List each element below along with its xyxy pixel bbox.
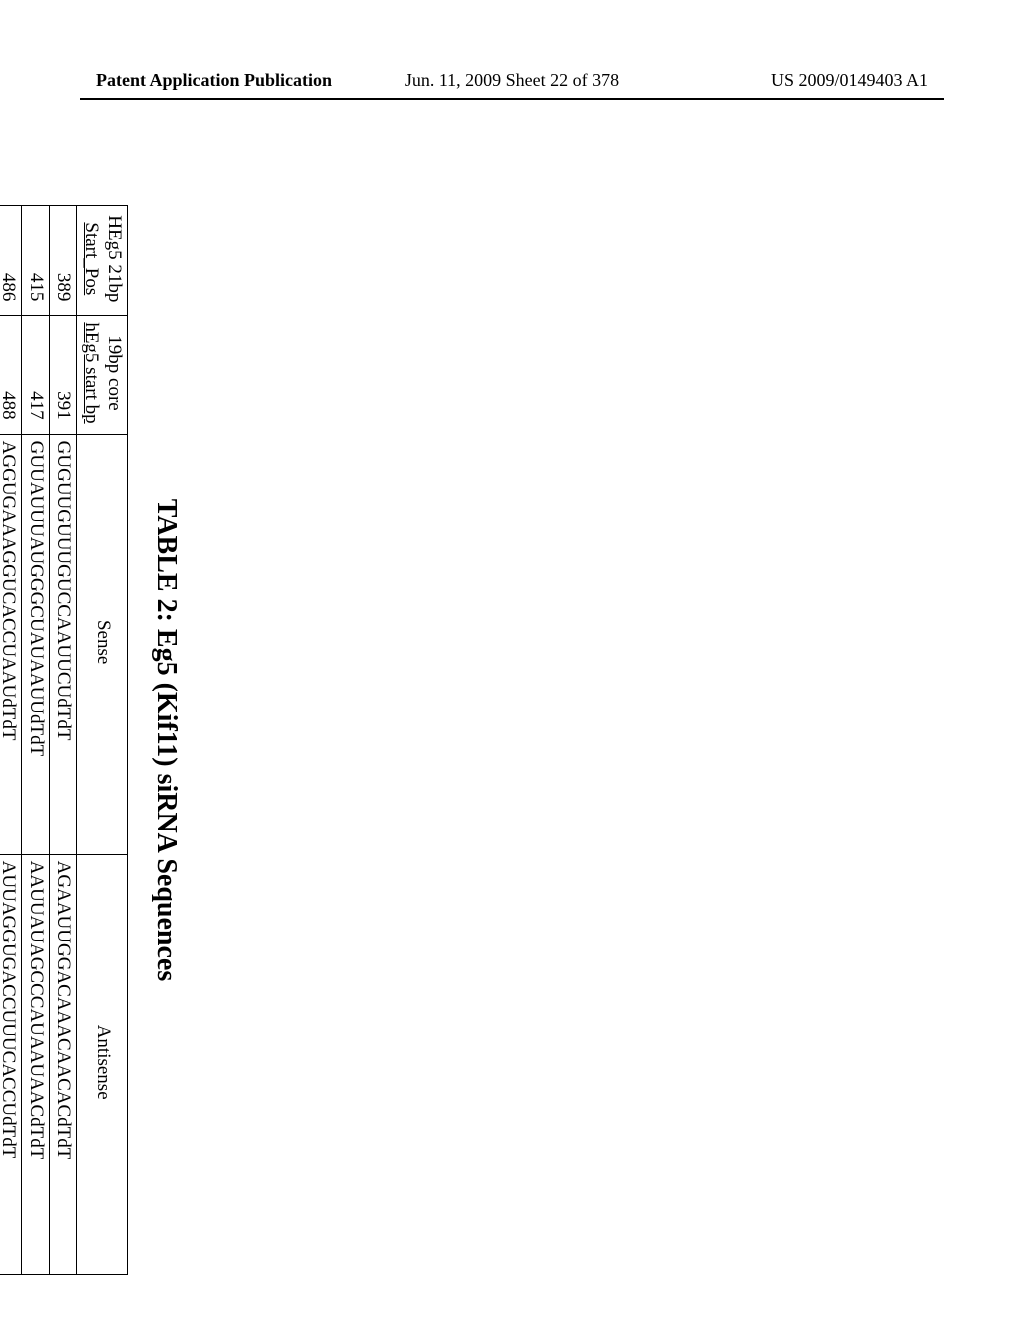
cell-start-pos: 415 bbox=[21, 206, 49, 316]
header-left: Patent Application Publication bbox=[96, 70, 332, 91]
table-row: 415417GUUAUUUAUGGGCUAUAAUUdTdTAAUUAUAGCC… bbox=[21, 206, 49, 1274]
cell-sense: GUGUUGUUUGUCCAAUUCUdTdT bbox=[49, 434, 77, 854]
table-header-row: HEg5 21bp Start_Pos 19bp core hEg5 start… bbox=[77, 206, 128, 1274]
sequence-table: HEg5 21bp Start_Pos 19bp core hEg5 start… bbox=[0, 205, 128, 1274]
cell-antisense: AAUUAUAGCCCAUAAUAACdTdT bbox=[21, 854, 49, 1274]
table-row: 486488AGGUGAAAGGUCACCUAAUdTdTAUUAGGUGACC… bbox=[0, 206, 21, 1274]
table-title: TABLE 2: Eg5 (Kif11) siRNA Sequences bbox=[150, 180, 182, 1300]
cell-sense: GUUAUUUAUGGGCUAUAAUUdTdT bbox=[21, 434, 49, 854]
table-row: 389391GUGUUGUUUGUCCAAUUCUdTdTAGAAUUGGACA… bbox=[49, 206, 77, 1274]
cell-sense: AGGUGAAAGGUCACCUAAUdTdT bbox=[0, 434, 21, 854]
cell-core-pos: 488 bbox=[0, 316, 21, 434]
cell-start-pos: 486 bbox=[0, 206, 21, 316]
table-body: 389391GUGUUGUUUGUCCAAUUCUdTdTAGAAUUGGACA… bbox=[0, 206, 77, 1274]
cell-core-pos: 391 bbox=[49, 316, 77, 434]
cell-core-pos: 417 bbox=[21, 316, 49, 434]
col-header-sense: Sense bbox=[77, 434, 128, 854]
cell-start-pos: 389 bbox=[49, 206, 77, 316]
rotated-content: TABLE 2: Eg5 (Kif11) siRNA Sequences HEg… bbox=[0, 180, 182, 1300]
cell-antisense: AGAAUUGGACAAACAACACdTdT bbox=[49, 854, 77, 1274]
cell-antisense: AUUAGGUGACCUUUCACCUdTdT bbox=[0, 854, 21, 1274]
header-center: Jun. 11, 2009 Sheet 22 of 378 bbox=[405, 70, 619, 91]
col-header-start-pos: HEg5 21bp Start_Pos bbox=[77, 206, 128, 316]
col-header-core: 19bp core hEg5 start bp bbox=[77, 316, 128, 434]
header-rule bbox=[80, 98, 944, 100]
col-header-antisense: Antisense bbox=[77, 854, 128, 1274]
header-right: US 2009/0149403 A1 bbox=[771, 70, 928, 91]
